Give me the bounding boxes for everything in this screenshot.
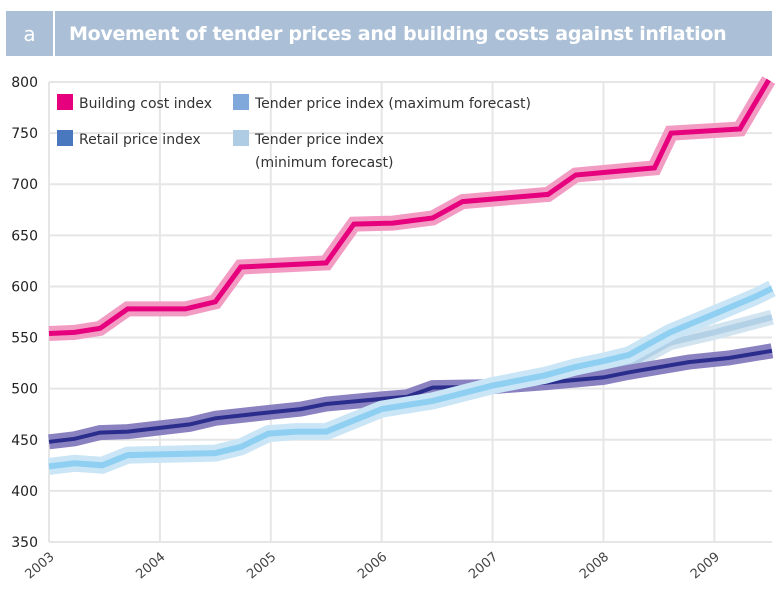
y-tick-label: 750 — [11, 126, 38, 142]
legend-label: Retail price index — [79, 132, 201, 148]
x-axis-ticks: 2003 2004 2005 2006 2007 2008 2009 — [23, 550, 723, 583]
y-tick-label: 450 — [11, 433, 38, 449]
y-tick-label: 600 — [11, 279, 38, 295]
legend-swatch — [57, 94, 73, 110]
series-halo-building-cost-index — [48, 76, 776, 341]
legend-swatch — [57, 130, 73, 146]
x-tick-label: 2004 — [133, 550, 168, 583]
x-tick-label: 2006 — [355, 550, 390, 583]
series-line-tender-price-index-maximum-forecast — [48, 285, 774, 470]
legend-label: (minimum forecast) — [255, 155, 393, 171]
series-line-retail-price-index — [48, 348, 773, 444]
y-tick-label: 400 — [11, 484, 38, 500]
y-tick-label: 500 — [11, 382, 38, 398]
x-tick-label: 2008 — [577, 550, 612, 583]
y-tick-label: 800 — [11, 75, 38, 91]
legend-swatch — [233, 94, 249, 110]
x-tick-label: 2007 — [466, 550, 501, 583]
x-tick-label: 2005 — [244, 550, 279, 583]
legend-item-tender-price-index-maximum-forecast: Tender price index (maximum forecast) — [233, 94, 531, 112]
legend-item-building-cost-index: Building cost index — [57, 94, 212, 112]
legend-swatch — [233, 130, 249, 146]
legend: Building cost index Retail price index Ten… — [57, 94, 531, 171]
series-line-building-cost-index — [48, 78, 771, 336]
legend-label: Tender price index (maximum forecast) — [254, 96, 531, 112]
series-lines — [47, 76, 776, 475]
x-tick-label: 2003 — [23, 550, 58, 583]
chart-title: Movement of tender prices and building c… — [69, 22, 727, 45]
y-tick-label: 650 — [11, 228, 38, 244]
legend-item-tender-price-index-minimum-forecast: Tender price index (minimum forecast) — [233, 130, 393, 171]
legend-label: Tender price index — [254, 132, 384, 148]
y-axis-ticks: 800 750 700 650 600 550 500 450 400 350 — [11, 75, 38, 551]
panel-letter: a — [6, 11, 55, 56]
legend-label: Building cost index — [79, 96, 212, 112]
y-tick-label: 700 — [11, 177, 38, 193]
chart-header: a Movement of tender prices and building… — [6, 11, 772, 56]
y-tick-label: 550 — [11, 331, 38, 347]
legend-item-retail-price-index: Retail price index — [57, 130, 201, 148]
x-tick-label: 2009 — [688, 550, 723, 583]
y-tick-label: 350 — [11, 535, 38, 551]
